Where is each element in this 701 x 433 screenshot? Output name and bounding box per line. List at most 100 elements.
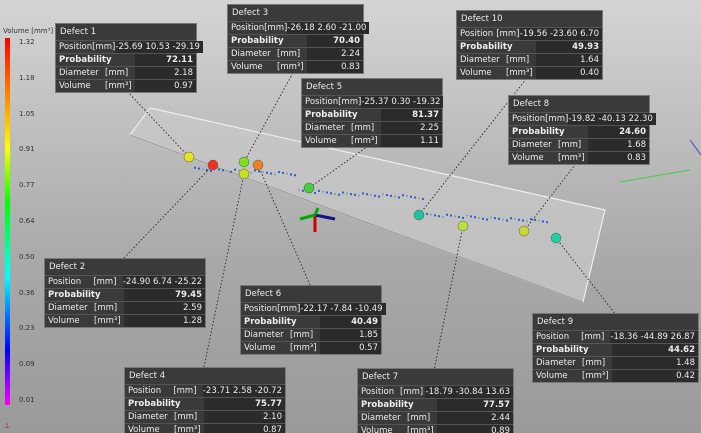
row-label: Diameter xyxy=(361,413,401,423)
row-unit xyxy=(351,109,381,121)
row-value: 1.85 xyxy=(320,329,381,341)
row-label: Volume xyxy=(512,153,544,163)
pore xyxy=(350,193,352,196)
defect-row: Volume [mm³] 0.57 xyxy=(241,341,381,354)
row-unit: [mm³] xyxy=(407,426,434,433)
defect-row: Probability 49.93 xyxy=(457,40,602,53)
defect-row: Diameter [mm] 2.44 xyxy=(358,411,513,424)
pore xyxy=(430,213,432,216)
defect-row: Volume [mm³] 0.83 xyxy=(228,60,363,73)
defect-row: Position [mm] -22.17 -7.84 -10.49 xyxy=(241,302,386,315)
pore xyxy=(506,219,508,222)
row-label: Volume xyxy=(361,426,393,433)
row-label: Diameter xyxy=(48,303,88,313)
defect-row: Volume [mm³] 0.87 xyxy=(125,423,285,433)
row-unit xyxy=(558,126,588,138)
row-value: 2.25 xyxy=(381,122,442,134)
pore xyxy=(530,218,532,221)
defect-title: Defect 4 xyxy=(129,371,166,381)
colorbar-label: 0.64 xyxy=(19,217,35,225)
pore xyxy=(230,170,232,173)
defect-box: Defect 3 Position [mm] -26.18 2.60 -21.00 Pr… xyxy=(227,4,370,74)
row-label: Diameter xyxy=(305,123,345,133)
row-label: Position xyxy=(305,97,339,107)
defect-row: Volume [mm³] 0.83 xyxy=(509,151,649,164)
colorbar-label: 0.01 xyxy=(19,396,35,404)
defect-box: Defect 5 Position [mm] -25.37 0.30 -19.32 Pr… xyxy=(301,78,444,148)
pore xyxy=(226,170,228,172)
row-label: Probability xyxy=(231,36,284,46)
defect-dot xyxy=(457,220,469,232)
colorbar-label: 0.36 xyxy=(19,288,35,297)
pore xyxy=(394,195,396,198)
pore xyxy=(518,218,520,221)
defect-row: Position [mm] -19.82 -40.13 22.30 xyxy=(509,112,656,125)
pore xyxy=(442,216,444,218)
row-value: 2.44 xyxy=(437,412,513,424)
row-label: Probability xyxy=(48,290,101,300)
row-label: Probability xyxy=(128,399,181,409)
axis-line xyxy=(619,169,691,183)
pore xyxy=(526,220,528,223)
row-unit: [mm] xyxy=(407,413,431,423)
row-label: Volume xyxy=(231,62,263,72)
defect-row: Probability 70.40 xyxy=(228,34,363,47)
pore xyxy=(378,195,380,198)
row-unit: [mm] xyxy=(93,277,117,287)
row-value: 1.64 xyxy=(536,54,602,66)
pore xyxy=(454,215,456,218)
row-unit: [mm] xyxy=(174,412,198,422)
row-value: 0.40 xyxy=(536,67,602,79)
pore xyxy=(338,193,340,196)
triad xyxy=(299,207,336,232)
row-value: -24.90 6.74 -25.22 xyxy=(122,276,205,288)
defect-row: Diameter [mm] 1.85 xyxy=(241,328,381,341)
row-value: 70.40 xyxy=(307,35,363,47)
pore xyxy=(366,193,368,196)
plate-edge xyxy=(129,134,584,303)
row-unit xyxy=(277,35,307,47)
pore xyxy=(202,168,204,171)
pore xyxy=(418,197,420,200)
row-value: 2.18 xyxy=(135,67,196,79)
row-unit xyxy=(105,54,135,66)
leader-line xyxy=(203,173,245,368)
row-label: Diameter xyxy=(128,412,168,422)
defect-row: Diameter [mm] 2.25 xyxy=(302,121,442,134)
row-label: Volume xyxy=(305,136,337,146)
defect-box: Defect 6 Position [mm] -22.17 -7.84 -10.49 P… xyxy=(240,285,386,355)
pore xyxy=(490,216,492,219)
pore xyxy=(538,219,540,222)
row-label: Position xyxy=(460,29,494,39)
defect-row: Volume [mm³] 0.89 xyxy=(358,424,513,433)
pore xyxy=(370,194,372,196)
row-value: 2.59 xyxy=(124,302,205,314)
defect-row: Probability 79.45 xyxy=(45,288,205,301)
defect-row: Probability 81.37 xyxy=(302,108,442,121)
row-value: -19.82 -40.13 22.30 xyxy=(568,113,656,125)
row-unit: [mm] xyxy=(94,303,118,313)
row-unit: [mm] xyxy=(277,304,301,314)
pore xyxy=(342,191,344,194)
row-unit: [mm³] xyxy=(582,371,609,381)
defect-box: Defect 2 Position [mm] -24.90 6.74 -25.22 Pr… xyxy=(44,258,206,328)
pore xyxy=(522,219,524,222)
defect-dot xyxy=(518,225,530,237)
defect-row: Position [mm] -18.36 -44.89 26.87 xyxy=(533,330,698,343)
defect-dot xyxy=(183,151,195,163)
pore xyxy=(326,191,328,194)
pore xyxy=(250,171,252,174)
defect-row: Position [mm] -23.71 2.58 -20.72 xyxy=(125,384,285,397)
defect-row: Probability 72.11 xyxy=(56,53,196,66)
row-label: Position xyxy=(244,304,278,314)
row-unit xyxy=(94,289,124,301)
axis-icon: ⊥ xyxy=(4,422,10,430)
row-value: -23.71 2.58 -20.72 xyxy=(202,385,285,397)
pore xyxy=(422,198,424,201)
pore xyxy=(478,217,480,219)
row-label: Diameter xyxy=(59,68,99,78)
pore xyxy=(234,168,236,171)
pore xyxy=(210,169,212,172)
pore xyxy=(318,189,320,192)
